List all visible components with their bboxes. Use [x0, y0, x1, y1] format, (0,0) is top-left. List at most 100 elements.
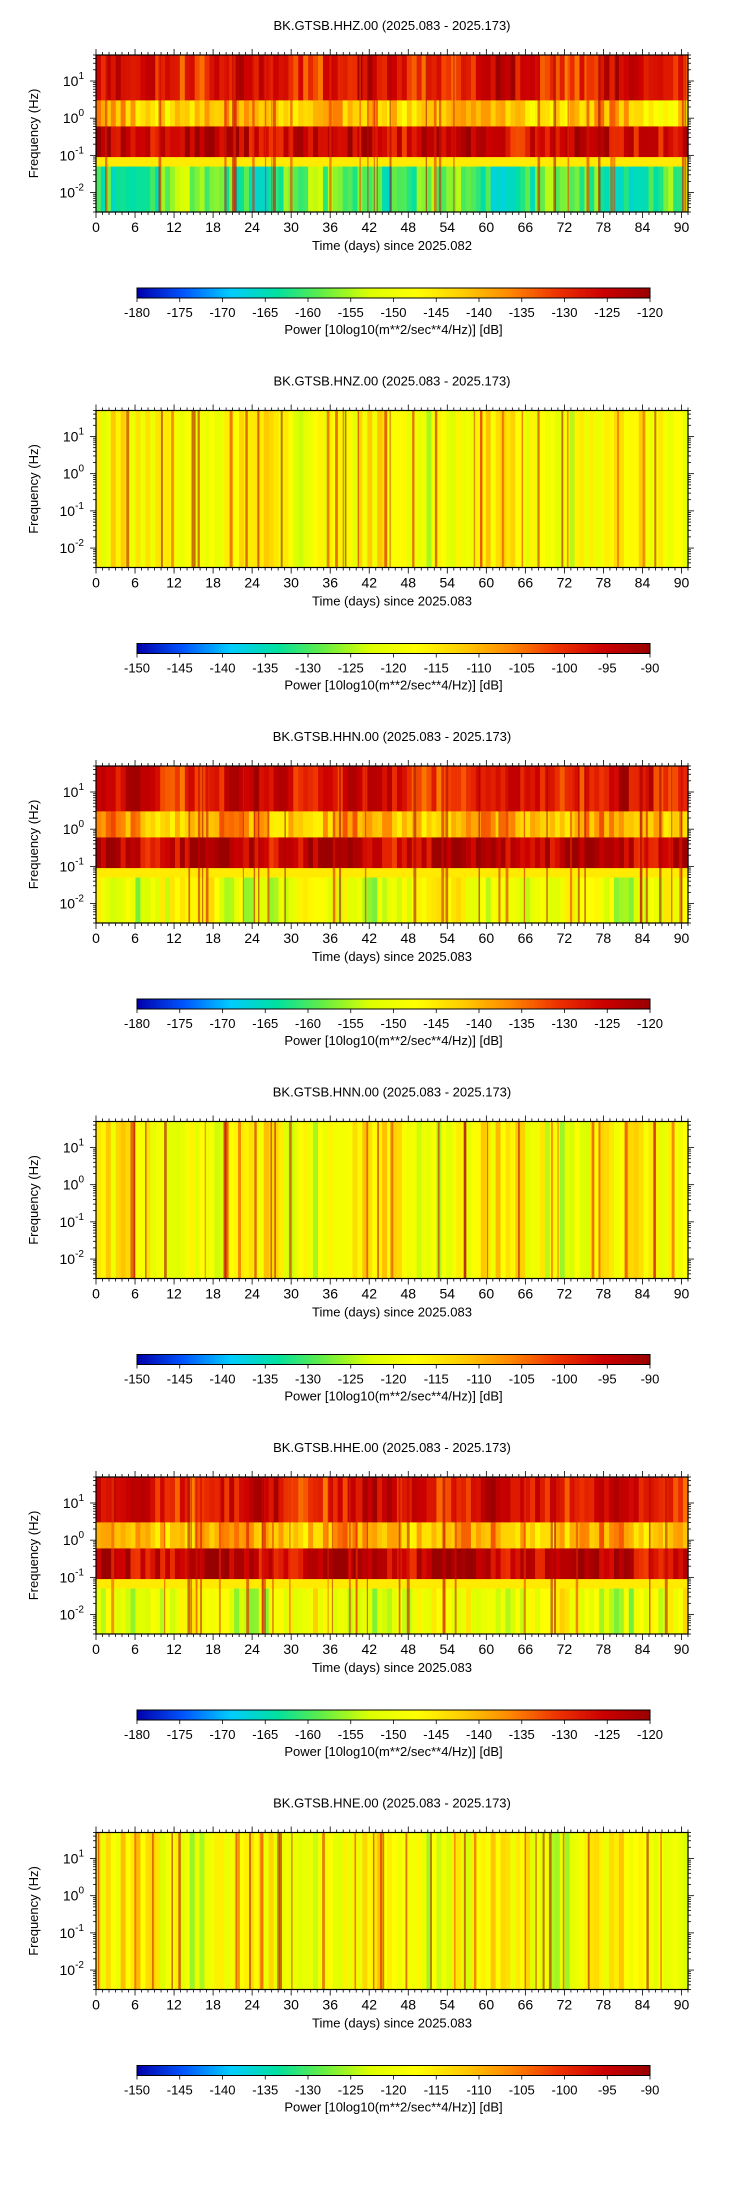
colorbar-segment	[560, 288, 564, 298]
colorbar-segment	[219, 1354, 223, 1365]
heatmap-cell	[174, 811, 181, 838]
heatmap-streak	[364, 766, 367, 923]
heatmap-cell	[165, 1832, 171, 1990]
heatmap-cell	[135, 55, 141, 101]
heatmap-cell	[461, 1548, 467, 1580]
heatmap-cell	[377, 1477, 383, 1523]
heatmap-cell	[318, 1477, 324, 1523]
heatmap-cell	[184, 811, 191, 838]
heatmap-cell	[648, 1121, 655, 1279]
heatmap-cell	[535, 811, 541, 838]
heatmap-streak	[380, 1832, 383, 1990]
heatmap-cell	[342, 1832, 349, 1990]
colorbar-segment	[139, 643, 143, 654]
heatmap-cell	[347, 877, 354, 923]
colorbar-segment	[562, 288, 566, 298]
heatmap-cell	[446, 1522, 452, 1549]
heatmap-cell	[485, 811, 492, 838]
heatmap-cell	[673, 55, 679, 101]
heatmap-cell	[100, 1477, 107, 1523]
heatmap-streak	[105, 55, 108, 212]
heatmap-cell	[599, 55, 605, 101]
heatmap-cell	[609, 1477, 615, 1523]
colorbar-segment	[285, 2065, 289, 2076]
colorbar-segment	[439, 1710, 443, 1720]
colorbar-segment	[521, 288, 525, 298]
colorbar-tick-label: -145	[423, 305, 449, 320]
heatmap-cell	[322, 410, 329, 568]
heatmap-cells	[96, 1477, 689, 1634]
x-tick-label: 30	[283, 930, 299, 946]
heatmap-cell	[470, 877, 477, 923]
x-tick-label: 18	[205, 219, 221, 235]
x-tick-label: 18	[205, 1286, 221, 1302]
colorbar-segment	[414, 1710, 418, 1720]
heatmap-streak	[382, 1832, 385, 1990]
heatmap-cell	[678, 166, 684, 212]
heatmap-cell	[140, 1477, 146, 1523]
colorbar-segment	[321, 1710, 325, 1720]
heatmap-cell	[179, 1522, 186, 1549]
heatmap-cell	[145, 1477, 151, 1523]
colorbar-segment	[508, 1710, 512, 1720]
colorbar-segment	[280, 2065, 284, 2076]
heatmap-cell	[451, 410, 457, 568]
heatmap-cell	[105, 126, 112, 158]
heatmap-cell	[401, 55, 408, 101]
colorbar-segment	[160, 1710, 164, 1720]
heatmap-cell	[150, 100, 156, 127]
colorbar-segment	[226, 999, 230, 1009]
heatmap-cell	[160, 100, 166, 127]
colorbar-segment	[470, 643, 474, 654]
colorbar-segment	[242, 288, 246, 298]
heatmap-cell	[609, 877, 615, 923]
colorbar-segment	[560, 643, 564, 654]
heatmap-cell	[540, 126, 546, 158]
colorbar-segment	[534, 999, 538, 1009]
heatmap-cell	[618, 1522, 625, 1549]
heatmap-cell	[633, 410, 640, 568]
heatmap-cell	[165, 410, 171, 568]
heatmap-cell	[416, 1588, 423, 1634]
colorbar-segment	[247, 288, 251, 298]
heatmap-cell	[599, 766, 605, 812]
heatmap-cell	[628, 1588, 635, 1634]
heatmap-cell	[618, 1548, 625, 1580]
colorbar-segment	[542, 643, 546, 654]
colorbar-segment	[585, 1354, 589, 1365]
heatmap-cell	[411, 166, 418, 212]
heatmap-cell	[160, 811, 166, 838]
colorbar-segment	[226, 288, 230, 298]
colorbar-segment	[621, 2065, 625, 2076]
colorbar-segment	[211, 999, 215, 1009]
heatmap-cell	[525, 766, 531, 812]
heatmap-cell	[421, 877, 428, 923]
heatmap-cell	[293, 1522, 299, 1549]
heatmap-cell	[387, 811, 393, 838]
colorbar-segment	[147, 999, 151, 1009]
heatmap-cell	[668, 1548, 674, 1580]
heatmap-cell	[623, 766, 630, 812]
heatmap-cell	[224, 1477, 230, 1523]
colorbar-segment	[647, 1354, 651, 1365]
heatmap-cell	[510, 100, 516, 127]
colorbar-segment	[401, 1354, 405, 1365]
heatmap-cell	[214, 1832, 220, 1990]
colorbar-segment	[437, 288, 441, 298]
heatmap-cell	[411, 1588, 418, 1634]
colorbar-segment	[629, 1710, 633, 1720]
colorbar-segment	[555, 1710, 559, 1720]
heatmap-cell	[268, 811, 275, 838]
heatmap-cell	[313, 837, 319, 869]
heatmap-cell	[618, 1121, 625, 1279]
heatmap-cell	[283, 1548, 289, 1580]
colorbar-segment	[170, 1354, 174, 1365]
colorbar-segment	[185, 1710, 189, 1720]
colorbar-segment	[139, 2065, 143, 2076]
x-axis-label: Time (days) since 2025.083	[312, 594, 472, 609]
heatmap-cell	[485, 1832, 492, 1990]
heatmap-streak	[473, 410, 476, 568]
heatmap-cell	[130, 166, 137, 212]
colorbar-segment	[578, 288, 582, 298]
heatmap-cell	[174, 1121, 181, 1279]
